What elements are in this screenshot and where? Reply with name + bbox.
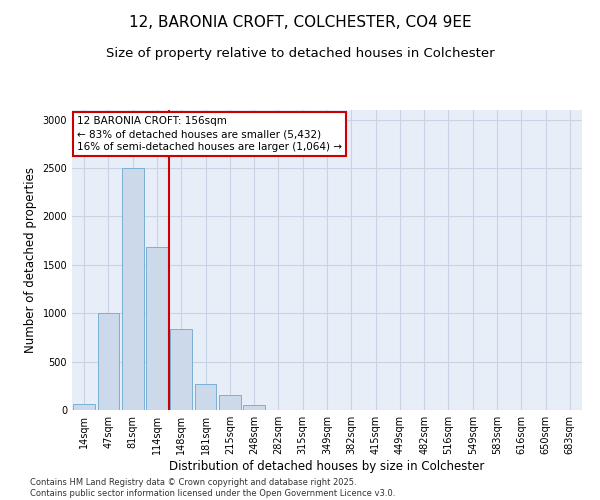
Text: Size of property relative to detached houses in Colchester: Size of property relative to detached ho…	[106, 48, 494, 60]
Text: 12, BARONIA CROFT, COLCHESTER, CO4 9EE: 12, BARONIA CROFT, COLCHESTER, CO4 9EE	[128, 15, 472, 30]
Bar	[146, 248, 168, 410]
Bar	[194, 384, 217, 410]
Text: 12 BARONIA CROFT: 156sqm
← 83% of detached houses are smaller (5,432)
16% of sem: 12 BARONIA CROFT: 156sqm ← 83% of detach…	[77, 116, 342, 152]
Bar	[73, 404, 95, 410]
Bar	[122, 168, 143, 410]
Bar	[243, 404, 265, 410]
Bar	[97, 313, 119, 410]
Bar	[170, 328, 192, 410]
X-axis label: Distribution of detached houses by size in Colchester: Distribution of detached houses by size …	[169, 460, 485, 473]
Y-axis label: Number of detached properties: Number of detached properties	[24, 167, 37, 353]
Text: Contains HM Land Registry data © Crown copyright and database right 2025.
Contai: Contains HM Land Registry data © Crown c…	[30, 478, 395, 498]
Bar	[219, 395, 241, 410]
